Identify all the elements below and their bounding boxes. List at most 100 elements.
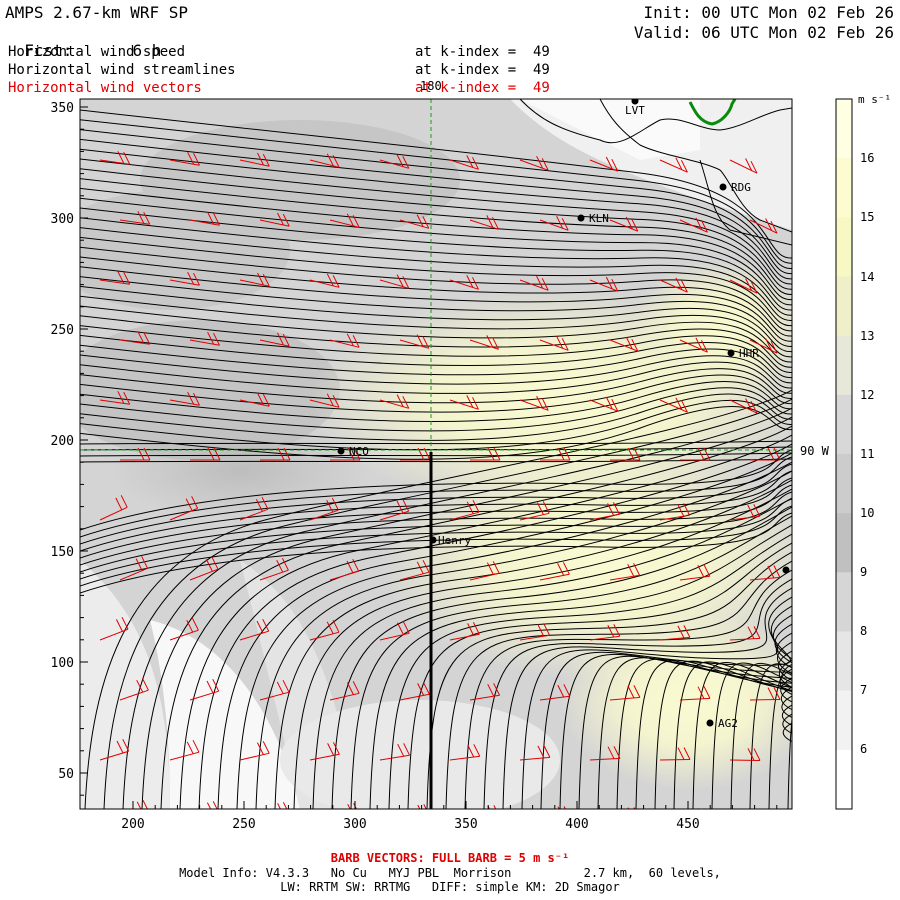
streamline: [80, 276, 792, 347]
streamline: [80, 325, 792, 373]
station-label-rdg: RDG: [731, 181, 751, 194]
station-label-ag2: AG2: [718, 717, 738, 730]
colorbar-level: 13: [860, 329, 874, 343]
wind-barb: [119, 567, 148, 581]
streamline: [388, 533, 792, 809]
wind-barb: [729, 159, 758, 174]
streamline: [80, 187, 792, 301]
streamline: [673, 661, 792, 809]
streamline: [80, 484, 792, 566]
streamline: [80, 178, 792, 295]
streamline: [483, 578, 792, 809]
streamline: [80, 381, 792, 423]
streamline: [80, 197, 792, 306]
x-tick-label: 200: [121, 817, 144, 832]
colorbar-swatch: [836, 690, 852, 751]
streamline: [749, 663, 792, 809]
streamline: [80, 285, 792, 353]
y-tick-label: 250: [51, 323, 74, 338]
streamline: [80, 315, 792, 368]
wind-barb: [259, 691, 290, 701]
wind-barb: [729, 759, 761, 761]
wind-barb: [679, 339, 708, 353]
wind-barb: [519, 399, 549, 411]
streamline: [80, 334, 792, 379]
field-3-name: Horizontal wind vectors: [8, 80, 202, 96]
wind-barb: [749, 699, 781, 701]
streamline: [141, 416, 792, 809]
streamline: [80, 361, 792, 394]
colorbar-level: 11: [860, 447, 874, 461]
wind-barb: [309, 509, 339, 521]
station-label-nco: NCO: [349, 445, 369, 458]
wind-barb: [449, 633, 480, 641]
x-tick-label: 300: [343, 817, 366, 832]
colorbar-swatch: [836, 99, 852, 159]
colorbar-swatch: [836, 513, 852, 573]
wind-barb: [449, 279, 479, 290]
y-tick-label: 300: [51, 212, 74, 227]
wind-barb: [609, 339, 638, 352]
wind-barb: [469, 219, 499, 230]
wind-barb: [379, 399, 409, 409]
streamline: [711, 662, 792, 809]
wind-barb: [169, 279, 200, 286]
valid-time: Valid: 06 UTC Mon 02 Feb 26: [633, 23, 894, 42]
station-label-lvt: LVT: [625, 104, 645, 117]
y-tick-label: 100: [51, 656, 74, 671]
wind-barb: [329, 692, 360, 701]
colorbar-swatch: [836, 158, 852, 218]
model-title: AMPS 2.67-km WRF SP: [5, 3, 189, 22]
wind-barb: [190, 813, 219, 820]
x-tick-label: 400: [565, 817, 588, 832]
wind-barb: [749, 219, 778, 234]
colorbar: [836, 99, 852, 810]
streamline: [502, 587, 792, 809]
wind-barbs: [99, 151, 781, 822]
wind-barb: [609, 696, 640, 701]
station-henry: [429, 536, 437, 544]
wind-barb: [260, 814, 289, 820]
y-tick-label: 200: [51, 434, 74, 449]
colorbar-swatch: [836, 335, 852, 396]
streamline: [350, 515, 792, 809]
streamline: [768, 664, 792, 809]
colorbar-swatch: [836, 631, 852, 692]
axis-ticks: [80, 106, 778, 809]
wind-barb: [189, 339, 220, 346]
wind-barb: [379, 754, 410, 761]
forecast-hour: Fcst: 6 h: [5, 24, 161, 60]
colorbar-swatch: [836, 749, 852, 810]
parallel-label: 90 W: [800, 444, 830, 458]
wind-barb: [399, 339, 429, 349]
station-label-kln: KLN: [589, 212, 609, 225]
streamline: [80, 399, 792, 451]
station-ag2: [706, 719, 714, 727]
streamline: [331, 506, 792, 809]
wind-barb: [449, 755, 480, 761]
field-1-level: at k-index = 49: [415, 44, 550, 60]
wind-barb: [309, 159, 340, 168]
colorbar-level: 15: [860, 210, 874, 224]
meridian-label: 180: [420, 79, 442, 93]
wind-barb: [329, 570, 359, 581]
x-tick-label: 450: [676, 817, 699, 832]
wind-barb: [309, 399, 340, 408]
barb-note: BARB VECTORS: FULL BARB = 5 m s⁻¹: [330, 851, 570, 865]
station-rdg: [719, 183, 727, 191]
field-3-level: at k-index = 49: [415, 80, 550, 96]
wind-barb: [519, 756, 550, 761]
wind-barb: [519, 512, 550, 521]
wind-barb: [379, 279, 409, 289]
colorbar-swatch: [836, 217, 852, 277]
wind-barb: [610, 820, 640, 821]
wind-barb: [750, 820, 780, 822]
wind-barb: [119, 339, 150, 345]
wind-barb: [239, 630, 269, 641]
streamline: [635, 650, 792, 809]
streamline: [80, 393, 792, 441]
streamline: [730, 662, 792, 809]
streamline: [80, 217, 792, 316]
streamline: [80, 129, 792, 269]
